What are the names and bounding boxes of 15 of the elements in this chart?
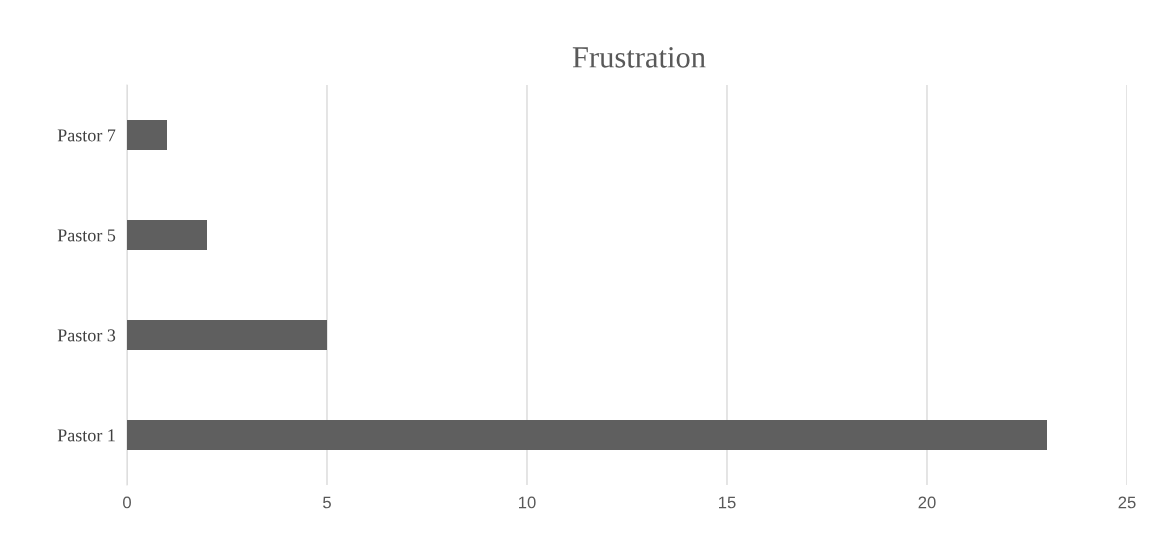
bar	[127, 420, 1047, 450]
x-tick-label: 25	[1118, 496, 1136, 509]
y-tick-label: Pastor 5	[57, 229, 116, 242]
x-tick-label: 0	[123, 496, 131, 509]
bar	[127, 220, 207, 250]
bar	[127, 320, 327, 350]
y-tick-label: Pastor 1	[57, 429, 115, 442]
x-tick-label: 15	[719, 496, 736, 509]
bar	[127, 120, 167, 150]
x-tick-label: 5	[323, 496, 331, 509]
y-tick-label: Pastor 3	[57, 329, 116, 342]
x-tick-label: 20	[918, 496, 936, 509]
chart-title: Frustration	[572, 47, 706, 68]
x-tick-label: 10	[519, 496, 536, 509]
y-tick-label: Pastor 7	[57, 129, 116, 142]
